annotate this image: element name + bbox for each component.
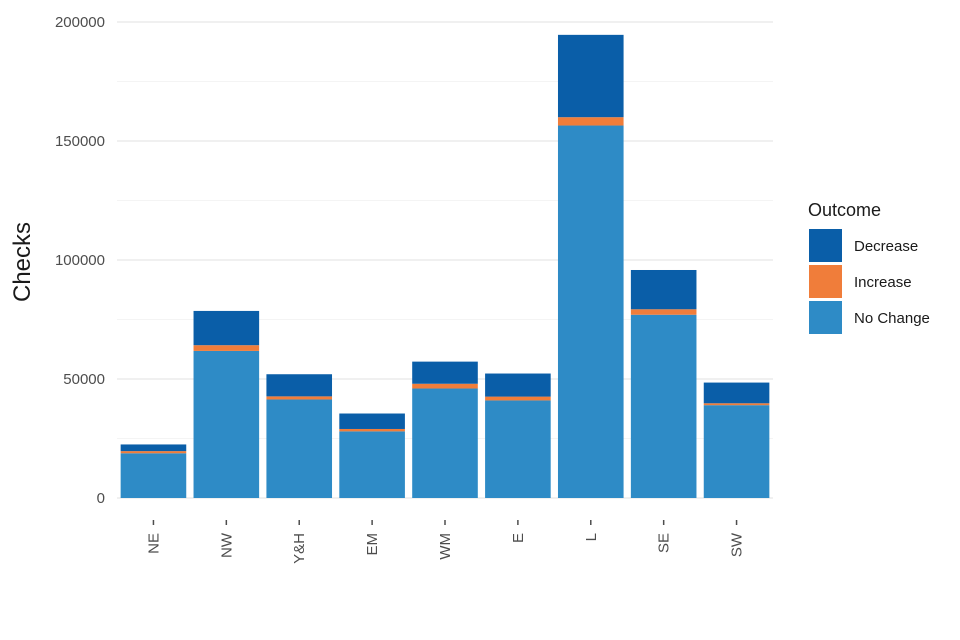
bar-segment-increase <box>703 403 770 406</box>
bar-segment-increase <box>630 309 697 315</box>
x-tick-label: SE <box>656 533 673 553</box>
bar-segment-increase <box>266 396 333 400</box>
bar-segment-decrease <box>485 373 551 397</box>
y-tick-label: 200000 <box>55 14 105 31</box>
x-tick-label: WM <box>437 533 454 560</box>
y-axis: 0 50000 100000 150000 200000 <box>55 14 105 507</box>
bar-segment-no-change <box>485 400 551 498</box>
legend-swatch-no-change <box>809 301 842 334</box>
x-tick-label: NW <box>218 532 235 558</box>
legend-label: No Change <box>854 310 930 327</box>
bar-segment-decrease <box>630 269 697 310</box>
bar-segment-no-change <box>630 314 697 498</box>
y-tick-label: 150000 <box>55 133 105 150</box>
bars <box>120 34 770 498</box>
x-tick-label: Y&H <box>291 533 308 564</box>
legend-swatch-increase <box>809 265 842 298</box>
bar-segment-no-change <box>412 388 478 498</box>
bar-segment-no-change <box>266 399 333 498</box>
bar-segment-decrease <box>339 413 405 429</box>
y-tick-label: 100000 <box>55 252 105 269</box>
legend-label: Increase <box>854 274 912 291</box>
bar-segment-increase <box>193 345 260 351</box>
legend-label: Decrease <box>854 238 918 255</box>
y-tick-label: 50000 <box>63 371 105 388</box>
x-tick-label: EM <box>364 533 381 556</box>
bar-segment-decrease <box>412 361 478 384</box>
bar-segment-no-change <box>339 431 405 498</box>
bar-segment-increase <box>557 117 624 126</box>
x-tick-label: NE <box>145 533 162 554</box>
bar-segment-increase <box>339 428 405 432</box>
legend: Outcome Decrease Increase No Change <box>808 200 930 334</box>
y-axis-title: Checks <box>9 222 36 302</box>
x-tick-label: SW <box>729 532 746 557</box>
bar-segment-decrease <box>266 374 333 397</box>
y-tick-label: 0 <box>97 490 105 507</box>
bar-segment-decrease <box>557 34 624 118</box>
bar-segment-decrease <box>193 310 260 346</box>
bar-segment-increase <box>412 383 478 389</box>
bar-segment-no-change <box>703 405 770 498</box>
bar-segment-no-change <box>120 453 187 498</box>
x-tick-label: E <box>510 533 527 543</box>
bar-segment-no-change <box>193 350 260 498</box>
bar-segment-decrease <box>120 444 187 452</box>
x-tick-label: L <box>583 533 600 541</box>
legend-title: Outcome <box>808 200 881 220</box>
bar-segment-no-change <box>557 125 624 498</box>
bar-segment-increase <box>485 396 551 401</box>
bar-segment-increase <box>120 451 187 454</box>
x-axis: NE NW Y&H EM WM E L SE SW <box>145 520 746 564</box>
bar-segment-decrease <box>703 382 770 404</box>
legend-swatch-decrease <box>809 229 842 262</box>
